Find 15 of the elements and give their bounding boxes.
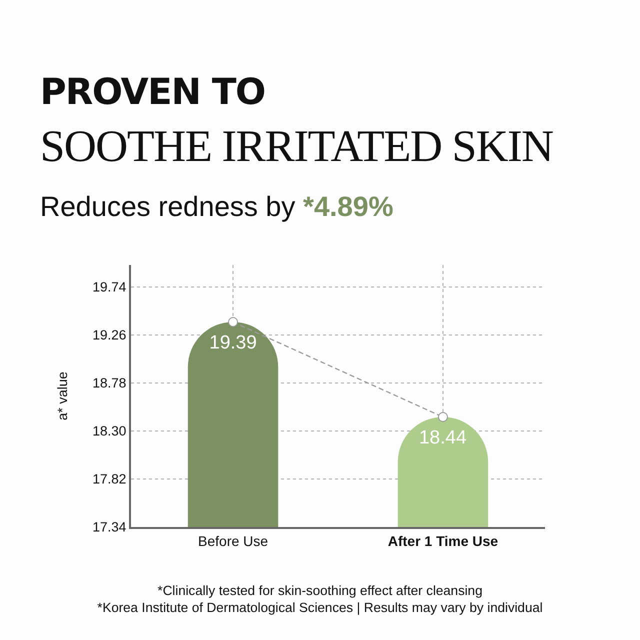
x-tick-label: After 1 Time Use [388, 532, 498, 549]
y-tick-label: 19.74 [92, 280, 127, 295]
x-tick-label: Before Use [198, 532, 268, 549]
data-label: 18.44 [418, 427, 467, 448]
data-label: 19.39 [209, 332, 257, 354]
y-tick-label: 18.30 [92, 424, 126, 439]
y-tick-label: 17.34 [92, 520, 127, 535]
y-axis-title: a* value [54, 372, 70, 420]
chart-title: PROVEN TO SOOTHE IRRITATED SKIN [40, 71, 553, 173]
text: *Korea Institute of Dermatological Sciences | Results may vary by individual [96, 599, 544, 616]
y-tick-label: 17.82 [92, 472, 126, 487]
chart-subtitle: Reduces redness by *4.89% [40, 191, 394, 223]
y-tick-label: 18.78 [92, 376, 126, 391]
text: *Clinically tested for skin-soothing effect after cleansing [156, 582, 484, 599]
y-tick-label: 19.26 [92, 328, 126, 343]
